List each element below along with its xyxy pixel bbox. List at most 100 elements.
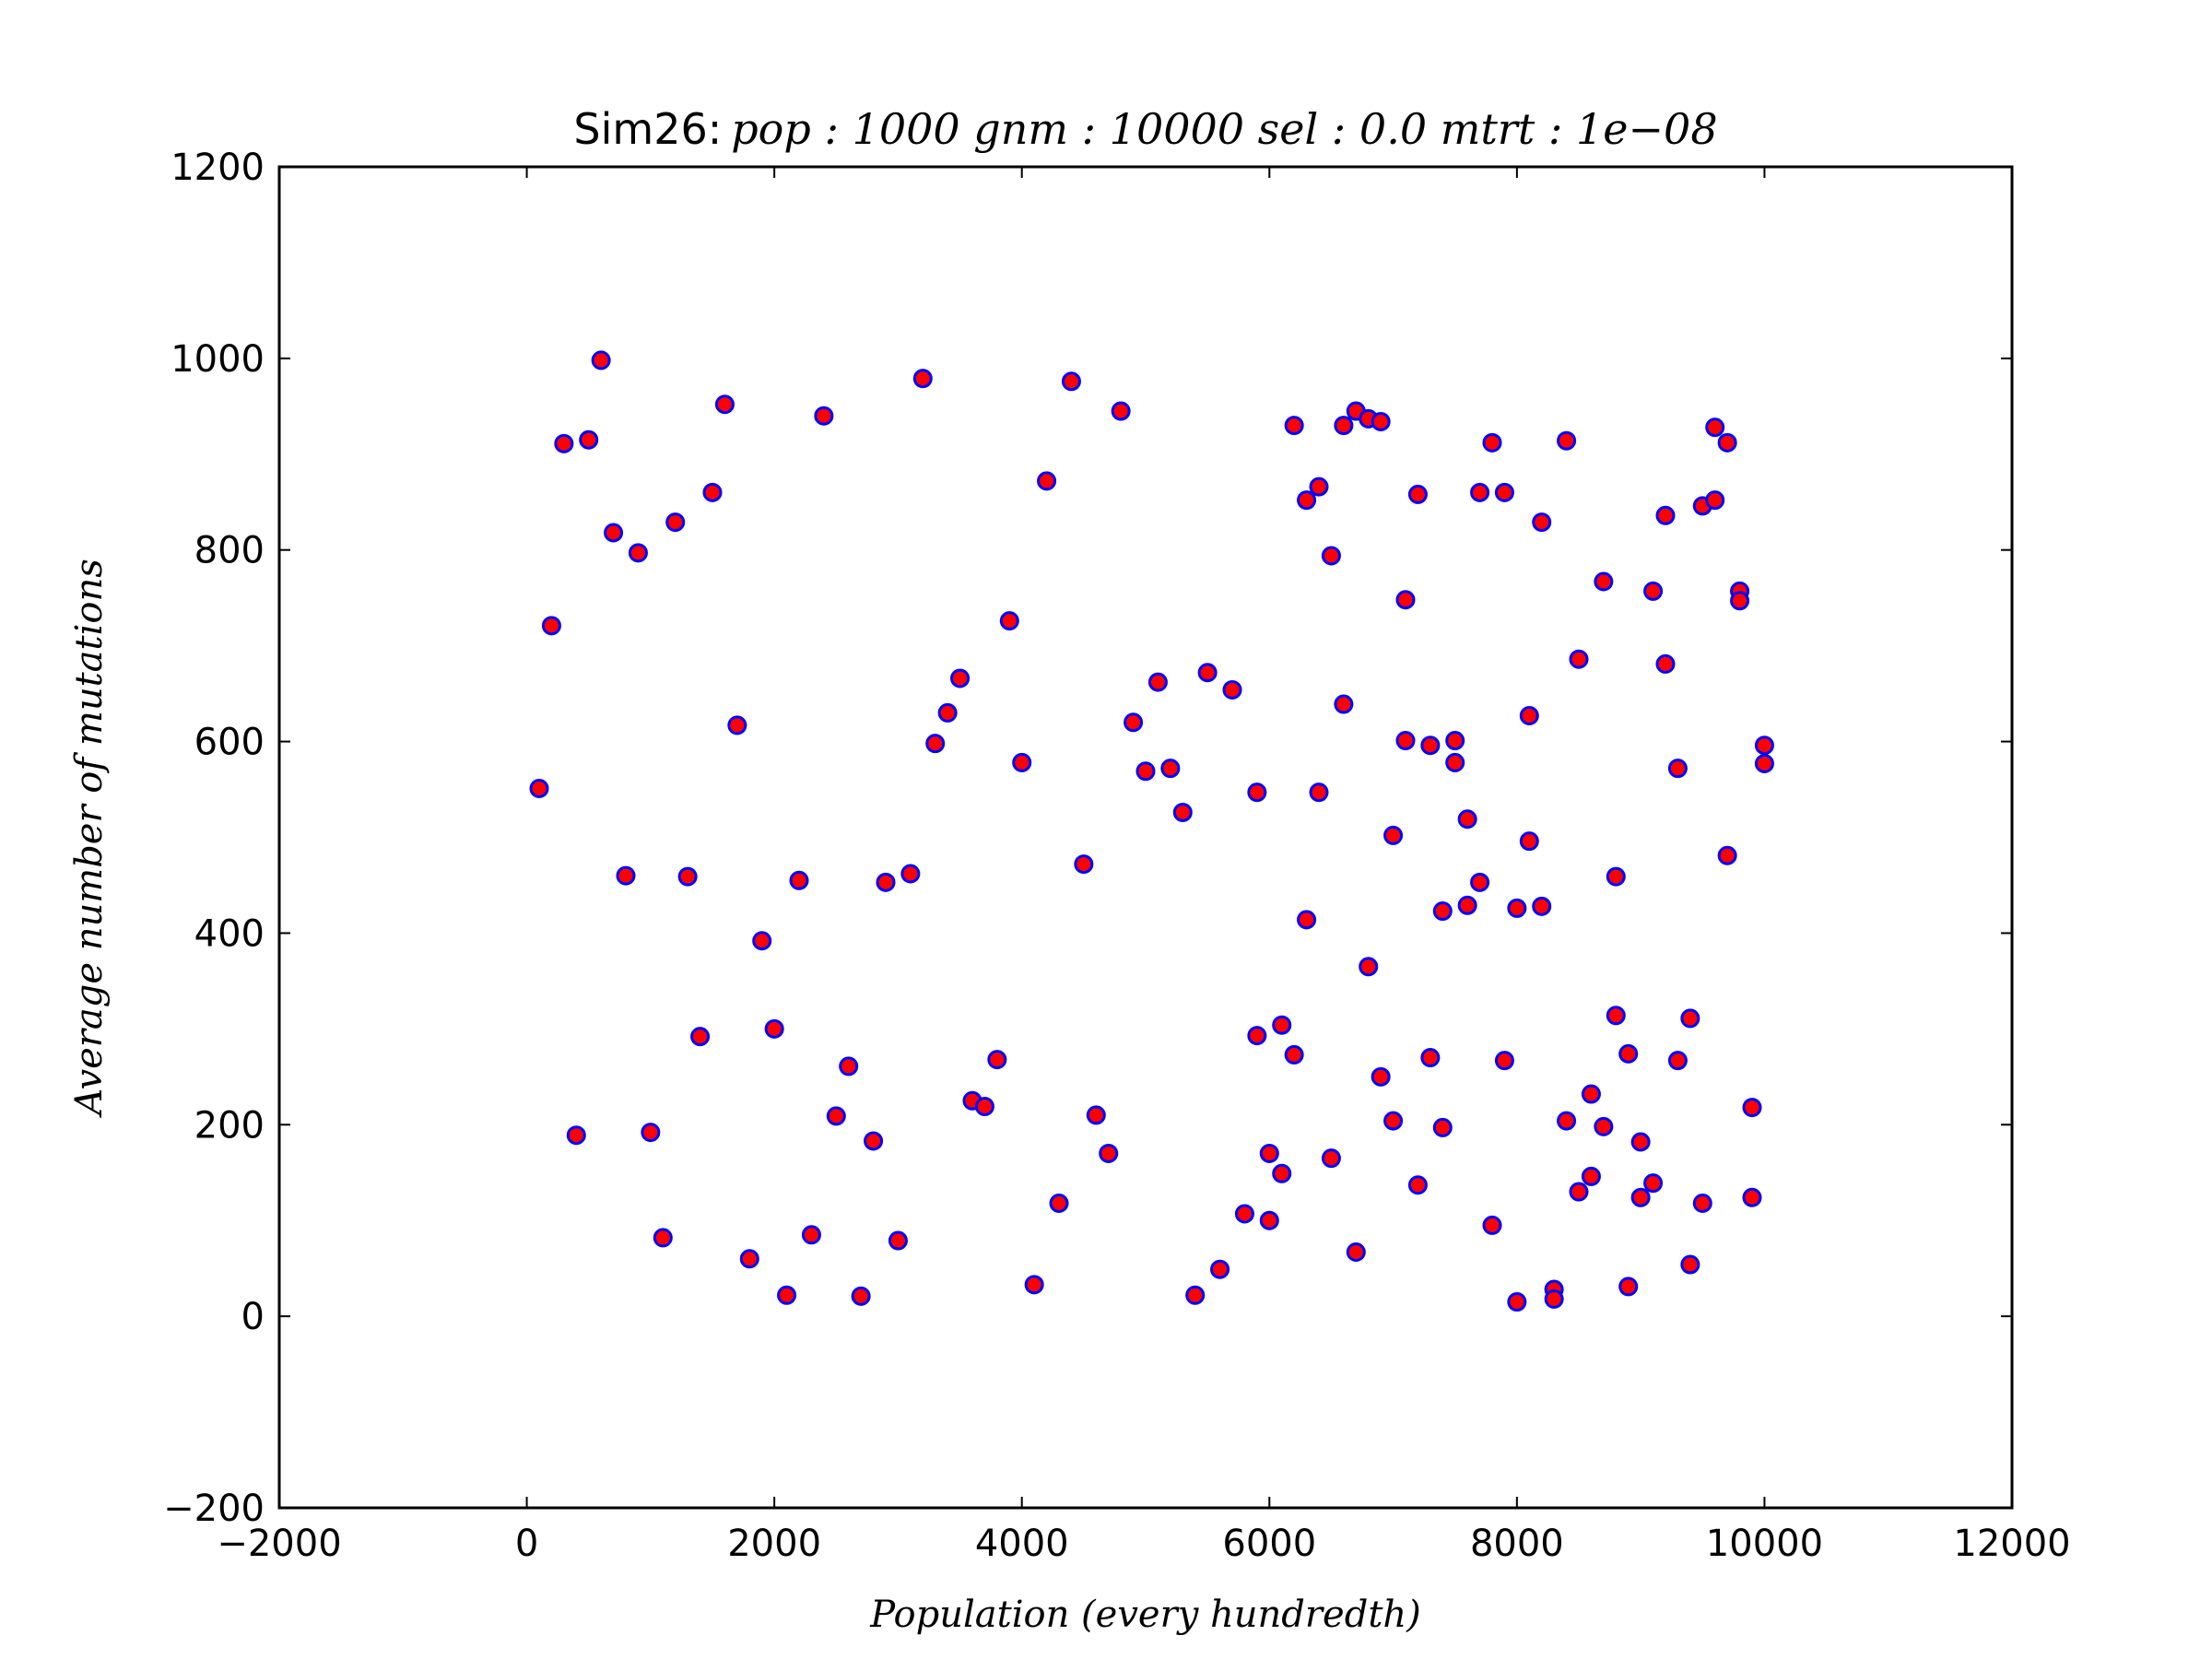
point (1321, 1148, 1341, 1169)
point (1457, 809, 1477, 830)
point (1630, 1187, 1651, 1207)
point (987, 1050, 1007, 1070)
point (566, 1125, 586, 1146)
point (1445, 731, 1465, 751)
point (1172, 802, 1193, 822)
point (1383, 825, 1404, 845)
point (529, 778, 549, 798)
y-axis-label: Average number of mutations (68, 559, 111, 1119)
point (1532, 512, 1552, 533)
point (1692, 1194, 1712, 1214)
point (665, 512, 686, 533)
point (801, 1225, 821, 1245)
point (1247, 782, 1267, 803)
point (1359, 957, 1379, 977)
point (1730, 591, 1750, 611)
point (1371, 1066, 1391, 1087)
point (1420, 735, 1441, 756)
point (1581, 1084, 1601, 1104)
point (1371, 411, 1391, 431)
point (1482, 1215, 1502, 1235)
point (851, 1286, 871, 1306)
point (1297, 490, 1317, 511)
point (1581, 1166, 1601, 1186)
point (616, 865, 636, 886)
point (1297, 910, 1317, 930)
point (937, 702, 958, 723)
point (1074, 854, 1094, 875)
point (1717, 845, 1737, 865)
point (1160, 759, 1181, 779)
point (1754, 735, 1774, 756)
point (1099, 1143, 1119, 1163)
title-text: Sim26: (573, 104, 722, 154)
point (1259, 1143, 1279, 1163)
point (1494, 1051, 1514, 1071)
point (1606, 1006, 1626, 1026)
chart-title: Sim26: pop : 1000 gnm : 10000 sel : 0.0 m… (573, 104, 1717, 154)
y-tick-label: 1000 (171, 338, 265, 381)
point (1061, 371, 1081, 392)
point (1618, 1277, 1639, 1297)
point (690, 1027, 711, 1047)
point (1519, 831, 1539, 852)
point (1272, 1163, 1292, 1183)
point (1024, 1275, 1044, 1295)
point (1544, 1288, 1564, 1309)
point (777, 1285, 797, 1305)
point (1272, 1015, 1292, 1035)
point (1086, 1105, 1106, 1125)
point (814, 406, 834, 426)
point (702, 482, 723, 502)
x-tick-label: 2000 (727, 1523, 821, 1565)
point (579, 429, 599, 450)
point (1407, 484, 1428, 504)
point (839, 1056, 859, 1077)
point (1594, 571, 1614, 592)
point (864, 1131, 884, 1151)
point (1284, 416, 1304, 436)
x-tick-label: 10000 (1706, 1523, 1823, 1565)
point (1482, 432, 1502, 453)
point (1457, 895, 1477, 915)
point (999, 611, 1019, 631)
point (1049, 1194, 1069, 1214)
point (1680, 1008, 1700, 1029)
point (1334, 416, 1354, 436)
point (888, 1230, 908, 1251)
point (1247, 1026, 1267, 1046)
point (826, 1106, 846, 1126)
point (641, 1123, 661, 1143)
point (1185, 1285, 1206, 1305)
y-tick-label: 800 (194, 530, 265, 572)
point (739, 1249, 759, 1269)
y-tick-label: 1200 (171, 147, 265, 189)
point (554, 433, 574, 453)
point (1234, 1204, 1254, 1224)
point (1655, 505, 1676, 525)
point (1445, 752, 1465, 772)
point (1135, 761, 1156, 782)
point (752, 931, 772, 951)
point (1667, 759, 1688, 779)
point (1643, 1173, 1664, 1194)
point (628, 543, 648, 563)
x-axis-label: Population (every hundredth) (869, 1594, 1421, 1636)
point (1210, 1259, 1230, 1279)
point (974, 1097, 994, 1117)
x-tick-label: 0 (515, 1523, 538, 1565)
point (1507, 898, 1527, 918)
point (714, 394, 735, 415)
point (1284, 1044, 1304, 1065)
point (1557, 430, 1577, 451)
point (541, 616, 561, 636)
point (1630, 1132, 1651, 1152)
point (1346, 1242, 1366, 1263)
point (1519, 706, 1539, 726)
point (1494, 482, 1514, 502)
y-tick-label: 0 (241, 1296, 265, 1338)
point (1606, 866, 1626, 887)
y-tick-label: 200 (194, 1104, 265, 1147)
point (1395, 590, 1416, 610)
